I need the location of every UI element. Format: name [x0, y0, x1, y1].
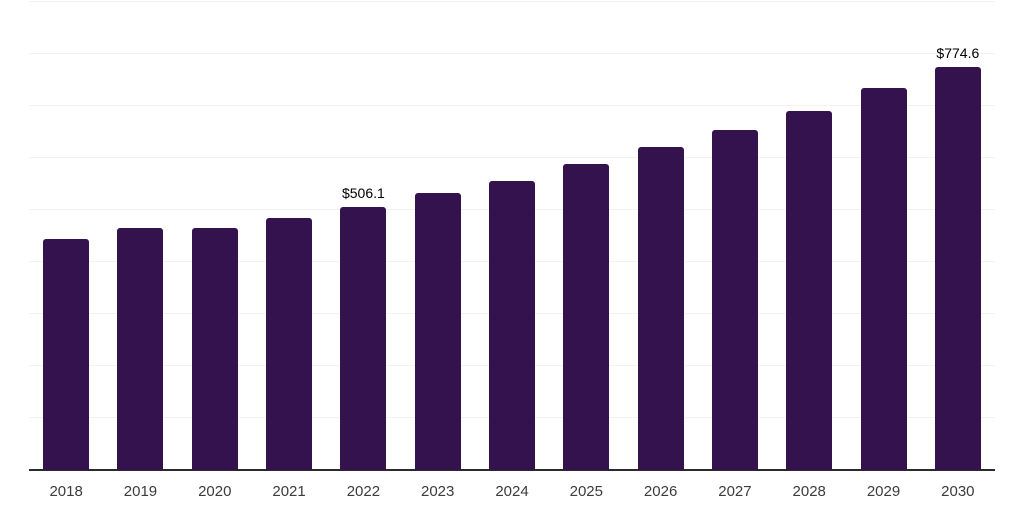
bar-2028 — [786, 110, 833, 470]
bar-2020 — [191, 228, 238, 470]
x-tick-label-2023: 2023 — [421, 483, 455, 500]
gridline-800 — [29, 53, 995, 54]
gridline-900 — [29, 1, 995, 2]
bar-value-label-2022: $506.1 — [341, 184, 385, 201]
x-tick-label-2025: 2025 — [569, 483, 603, 500]
bar-2022 — [340, 206, 387, 470]
x-tick-label-2027: 2027 — [718, 483, 752, 500]
bar-2019 — [117, 227, 164, 470]
x-tick-label-2024: 2024 — [495, 483, 529, 500]
x-tick-label-2028: 2028 — [792, 483, 826, 500]
x-tick-label-2018: 2018 — [49, 483, 83, 500]
x-axis-line — [29, 469, 995, 471]
bar-2026 — [637, 147, 684, 470]
bar-2018 — [43, 238, 90, 470]
x-tick-label-2019: 2019 — [123, 483, 158, 500]
bar-2025 — [563, 164, 610, 470]
plot-area: $506.1 $774.6 — [29, 1, 995, 471]
bar-2030 — [934, 67, 981, 470]
bar-2029 — [860, 88, 907, 470]
bar-2023 — [414, 193, 461, 470]
x-tick-label-2021: 2021 — [272, 483, 306, 500]
x-tick-label-2026: 2026 — [643, 483, 678, 500]
x-tick-label-2022: 2022 — [346, 483, 381, 500]
bar-2024 — [489, 181, 535, 470]
gridline-700 — [29, 105, 995, 106]
gridline-600 — [29, 157, 995, 158]
x-tick-label-2030: 2030 — [941, 483, 975, 500]
bar-value-label-2030: $774.6 — [936, 45, 980, 62]
x-tick-label-2020: 2020 — [198, 483, 232, 500]
x-tick-label-2029: 2029 — [866, 483, 901, 500]
bar-2027 — [711, 129, 758, 470]
bar-2021 — [266, 218, 313, 470]
